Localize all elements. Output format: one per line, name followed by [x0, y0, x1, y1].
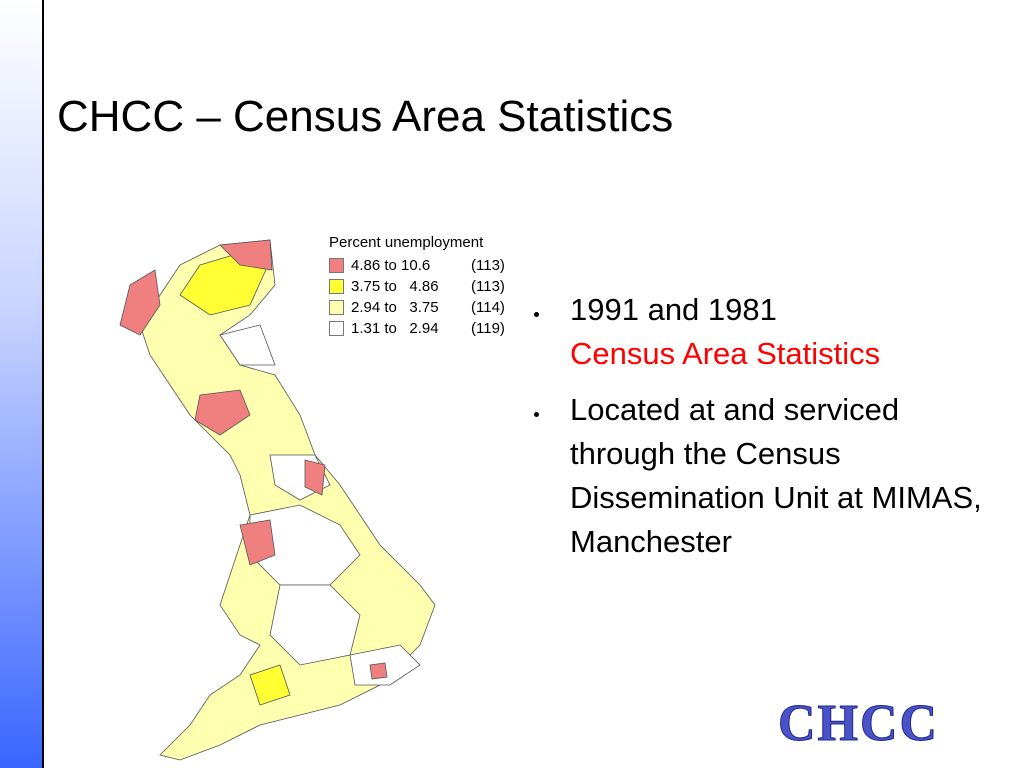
bullet-highlight: Census Area Statistics: [570, 336, 881, 371]
legend-swatch: [329, 300, 344, 315]
legend-rows: 4.86 to 10.6 (113) 3.75 to 4.86 (113) 2.94 t…: [329, 255, 505, 339]
legend-row: 4.86 to 10.6 (113): [329, 255, 505, 276]
legend-label: 3.75 to 4.86: [351, 278, 439, 295]
legend-label: 2.94 to 3.75: [351, 299, 439, 316]
legend-row: 1.31 to 2.94 (119): [329, 318, 505, 339]
uk-map: [119, 239, 436, 761]
legend-count: (114): [471, 299, 505, 316]
legend-count: (113): [471, 278, 505, 295]
legend-title: Percent unemployment: [329, 234, 484, 251]
legend-label: 4.86 to 10.6: [351, 257, 431, 274]
bullet-text: 1991 and 1981: [570, 292, 777, 327]
legend-label: 1.31 to 2.94: [351, 320, 439, 337]
bullet-list: 1991 and 1981 Census Area Statistics Loc…: [530, 288, 1000, 576]
legend-row: 3.75 to 4.86 (113): [329, 276, 505, 297]
legend-swatch: [329, 321, 344, 336]
legend-count: (113): [471, 257, 505, 274]
bullet-text: Located at and serviced through the Cens…: [570, 392, 982, 559]
legend-count: (119): [471, 320, 505, 337]
slide-title: CHCC – Census Area Statistics: [57, 92, 674, 141]
legend-swatch: [329, 258, 344, 273]
bullet: 1991 and 1981 Census Area Statistics: [530, 288, 1000, 376]
legend-row: 2.94 to 3.75 (114): [329, 297, 505, 318]
sidebar: [0, 0, 44, 768]
logo: CHCC: [777, 695, 940, 753]
map-legend: Percent unemployment 4.86 to 10.6 (113) 3.…: [329, 234, 505, 339]
bullet: Located at and serviced through the Cens…: [530, 388, 1000, 564]
legend-swatch: [329, 279, 344, 294]
